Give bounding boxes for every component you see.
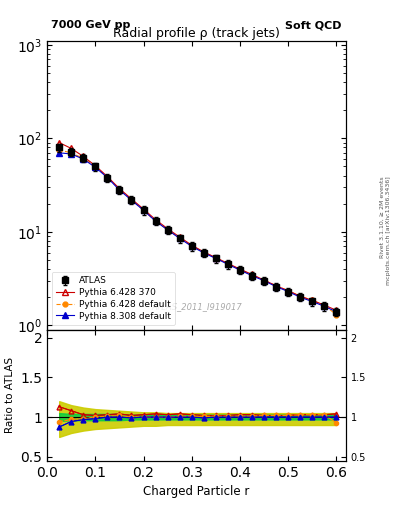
- Title: Radial profile ρ (track jets): Radial profile ρ (track jets): [113, 27, 280, 40]
- Legend: ATLAS, Pythia 6.428 370, Pythia 6.428 default, Pythia 8.308 default: ATLAS, Pythia 6.428 370, Pythia 6.428 de…: [51, 272, 175, 325]
- Text: Soft QCD: Soft QCD: [285, 20, 342, 30]
- Text: 7000 GeV pp: 7000 GeV pp: [51, 20, 130, 30]
- X-axis label: Charged Particle r: Charged Particle r: [143, 485, 250, 498]
- Text: ATLAS_2011_I919017: ATLAS_2011_I919017: [151, 302, 242, 311]
- Y-axis label: Ratio to ATLAS: Ratio to ATLAS: [5, 357, 15, 433]
- Text: Rivet 3.1.10, ≥ 2M events
mcplots.cern.ch [arXiv:1306.3436]: Rivet 3.1.10, ≥ 2M events mcplots.cern.c…: [380, 176, 391, 285]
